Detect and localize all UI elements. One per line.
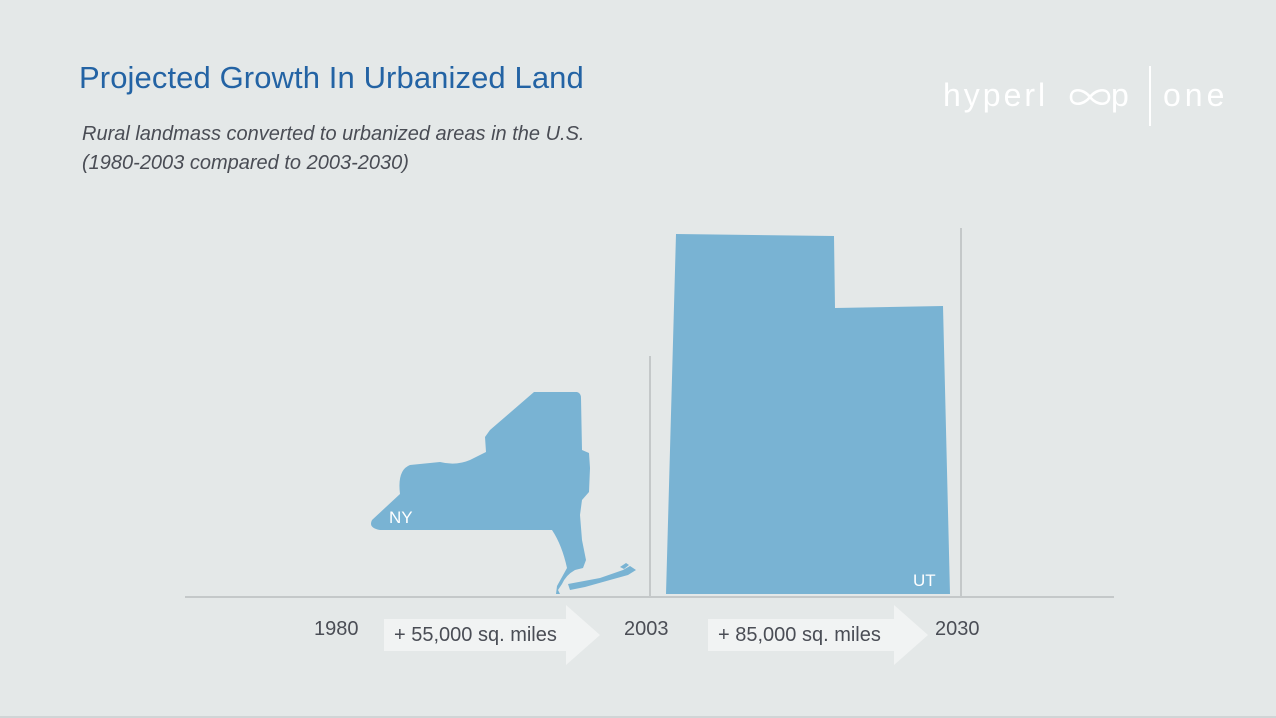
infinity-loop-icon [1069,88,1111,106]
slide-title: Projected Growth In Urbanized Land [79,60,584,95]
ut-state-label: UT [913,571,936,590]
year-label-1980: 1980 [314,618,359,640]
subtitle-line-2: (1980-2003 compared to 2003-2030) [82,152,409,174]
growth-arrow-period-1: + 55,000 sq. miles [384,604,602,666]
logo-text-after: one [1163,77,1228,113]
year-label-2003: 2003 [624,618,669,640]
new-york-shape [371,392,636,594]
slide-bottom-border [0,716,1276,718]
subtitle-line-1: Rural landmass converted to urbanized ar… [82,123,585,145]
arrow-shape-1 [384,605,600,665]
utah-shape [666,234,950,594]
growth-label-period-2: + 85,000 sq. miles [718,624,881,646]
arrow-shape-2 [708,605,928,665]
logo-text-left: hyperl [943,77,1048,113]
ny-state-label: NY [389,508,413,527]
logo-text-right: p [1111,77,1129,113]
growth-label-period-1: + 55,000 sq. miles [394,624,557,646]
logo-divider [1149,66,1151,126]
hyperloop-one-logo: hyperl p one [943,64,1243,128]
slide-subtitle: Rural landmass converted to urbanized ar… [82,120,585,178]
growth-arrow-period-2: + 85,000 sq. miles [708,604,930,666]
year-label-2030: 2030 [935,618,980,640]
